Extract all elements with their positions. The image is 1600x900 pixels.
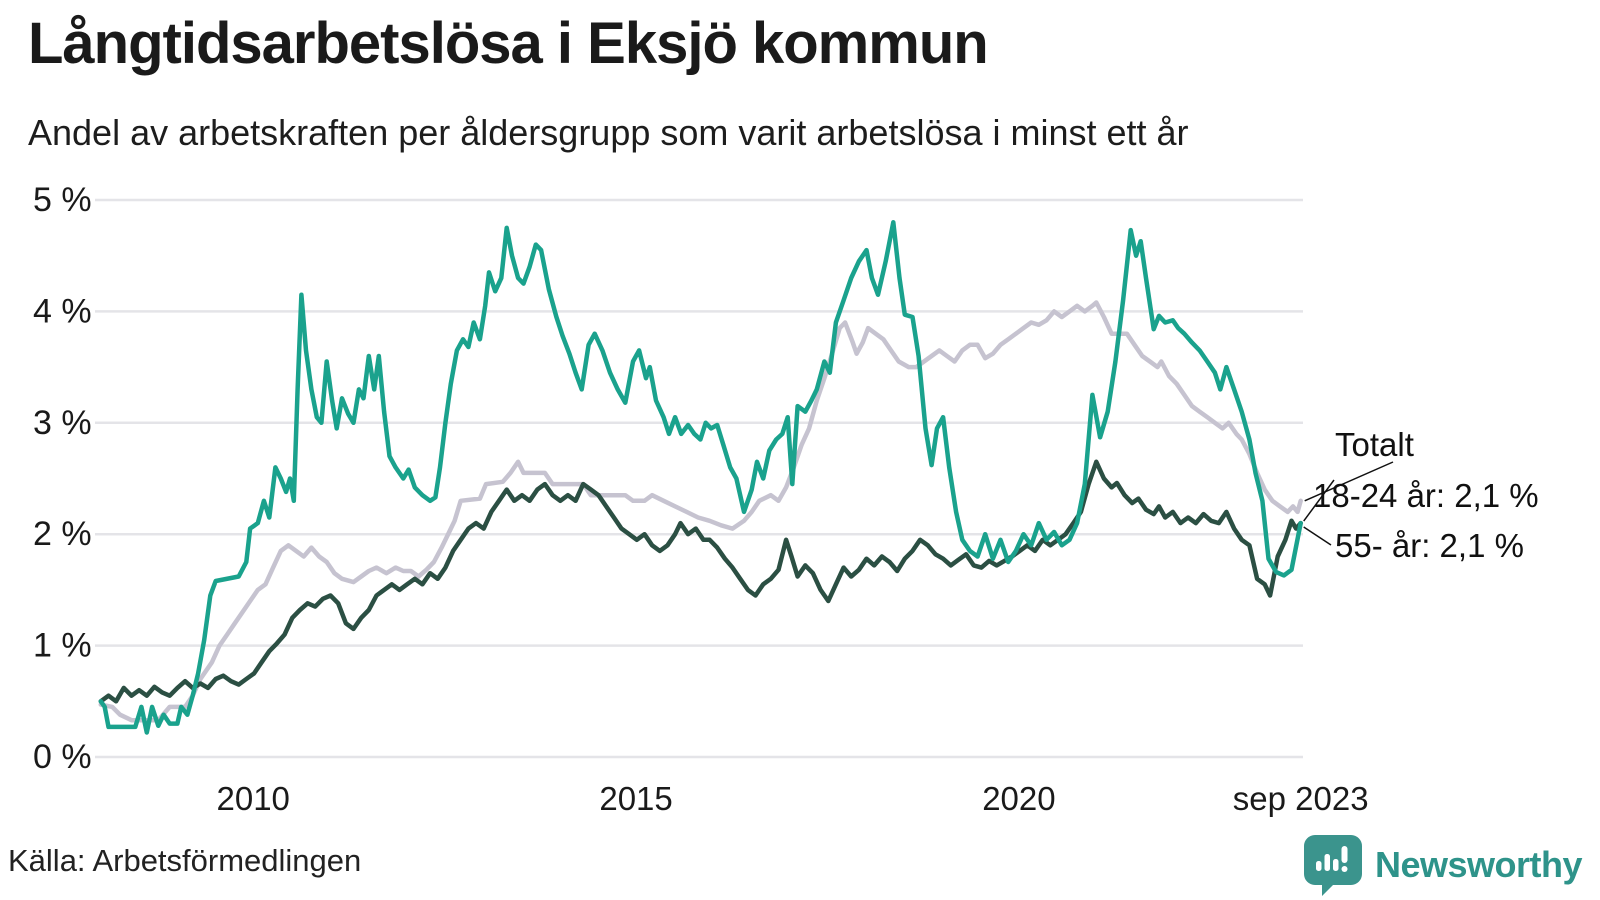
page-title: Långtidsarbetslösa i Eksjö kommun: [28, 11, 989, 76]
brand-lockup: Newsworthy: [1303, 834, 1583, 896]
chart-subtitle: Andel av arbetskraften per åldersgrupp s…: [28, 112, 1189, 153]
series-line-18-24-r: [98, 220, 1303, 735]
series-line-55-r: [98, 459, 1303, 704]
series-label-55: 55- år: 2,1 %: [1335, 527, 1524, 564]
series-line-totalt: [98, 300, 1303, 723]
y-axis-label-3: 3 %: [33, 404, 92, 442]
x-axis-label-1: 2015: [599, 780, 672, 817]
y-axis-label-2: 2 %: [33, 515, 92, 553]
newsworthy-logo-icon: [1303, 835, 1362, 896]
x-axis-label-2: 2020: [982, 780, 1055, 817]
annotation-leader-1: [1303, 479, 1335, 522]
x-axis-label-0: 2010: [216, 780, 289, 817]
series-label-18-24: 18-24 år: 2,1 %: [1313, 477, 1539, 514]
brand-name: Newsworthy: [1374, 844, 1583, 885]
x-axis-label-3: sep 2023: [1233, 780, 1369, 817]
y-axis-label-1: 1 %: [33, 627, 92, 665]
series-label-totalt: Totalt: [1335, 426, 1414, 463]
y-axis-label-5: 5 %: [33, 181, 92, 219]
y-axis-label-4: 4 %: [33, 292, 92, 330]
source-note: Källa: Arbetsförmedlingen: [8, 843, 362, 878]
annotation-leader-0: [1304, 461, 1394, 502]
annotation-leader-2: [1303, 526, 1332, 546]
y-axis-label-0: 0 %: [33, 738, 92, 776]
